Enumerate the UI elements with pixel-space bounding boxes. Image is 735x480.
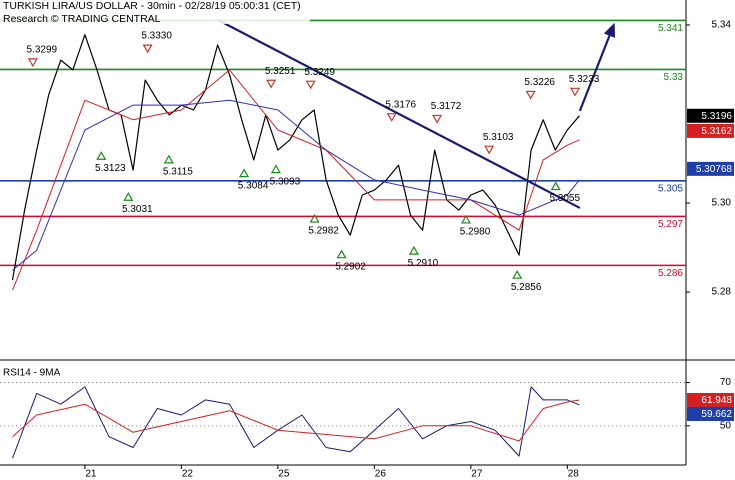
x-tick-label: 25 bbox=[278, 469, 290, 480]
chart-title: TURKISH LIRA/US DOLLAR - 30min - 02/28/1… bbox=[3, 0, 301, 12]
peak-marker bbox=[432, 114, 443, 124]
price-tag-label: 5.3162 bbox=[701, 126, 732, 137]
header-bg bbox=[0, 0, 310, 24]
series-line bbox=[11, 34, 580, 281]
trough-marker bbox=[270, 164, 281, 174]
price-tag-label: 59.662 bbox=[701, 409, 732, 420]
peak-marker bbox=[142, 44, 153, 54]
series-line bbox=[12, 99, 580, 271]
level-label: 5.305 bbox=[658, 183, 683, 194]
trough-marker bbox=[460, 214, 472, 224]
trough-label: 5.3031 bbox=[122, 204, 153, 215]
y-tick-label: 5.28 bbox=[712, 287, 732, 298]
price-tag bbox=[687, 406, 734, 421]
x-tick-label: 27 bbox=[471, 469, 483, 480]
arrow-shaft bbox=[578, 35, 611, 112]
price-tag-label: 5.3196 bbox=[701, 111, 732, 122]
peak-marker bbox=[27, 58, 38, 68]
peak-label: 5.3176 bbox=[385, 99, 416, 110]
trendline bbox=[217, 19, 581, 209]
trough-label: 5.3115 bbox=[163, 166, 193, 177]
peak-marker bbox=[484, 145, 495, 155]
trough-marker bbox=[512, 269, 523, 279]
level-label: 5.341 bbox=[658, 23, 683, 34]
price-tag-label: 5.30768 bbox=[696, 164, 733, 175]
trough-marker bbox=[336, 249, 347, 259]
y-tick-label: 5.30 bbox=[712, 198, 732, 209]
peak-marker bbox=[570, 87, 581, 97]
x-tick-label: 26 bbox=[375, 469, 387, 480]
trough-label: 5.2856 bbox=[511, 282, 542, 293]
trough-label: 5.3084 bbox=[238, 180, 269, 191]
x-tick-label: 28 bbox=[568, 469, 580, 480]
trough-marker bbox=[163, 154, 174, 164]
panel-title: RSI14 - 9MA bbox=[3, 368, 61, 379]
trough-marker bbox=[239, 168, 250, 178]
price-tag bbox=[687, 161, 734, 176]
level-label: 5.33 bbox=[664, 72, 684, 83]
trough-label: 5.2910 bbox=[408, 258, 439, 269]
series-group bbox=[11, 34, 580, 291]
plot-layer: 5.34 5.30 5.28 5.341 5.33 5.305 5.297 5.286 5.32… bbox=[0, 19, 734, 480]
peak-marker bbox=[386, 113, 397, 122]
price-tag bbox=[687, 123, 734, 138]
trough-marker bbox=[550, 181, 561, 191]
series-line bbox=[12, 386, 580, 459]
peak-marker bbox=[266, 79, 277, 89]
price-tag bbox=[687, 392, 734, 407]
price-tag-label: 61.948 bbox=[701, 395, 732, 406]
arrow-head bbox=[603, 22, 616, 38]
peak-label: 5.3103 bbox=[483, 132, 514, 143]
peak-label: 5.3233 bbox=[569, 74, 600, 85]
level-label: 5.286 bbox=[658, 268, 683, 279]
y-tick-label: 5.34 bbox=[712, 20, 732, 31]
peak-label: 5.3299 bbox=[27, 45, 58, 56]
trough-label: 5.3123 bbox=[95, 163, 126, 174]
trough-marker bbox=[408, 245, 419, 255]
y-tick-label: 70 bbox=[720, 377, 732, 388]
series-group bbox=[12, 386, 580, 459]
peak-label: 5.3249 bbox=[304, 67, 335, 78]
trough-label: 5.2902 bbox=[335, 261, 366, 272]
level-label: 5.297 bbox=[658, 219, 683, 230]
trough-label: 5.3055 bbox=[549, 193, 580, 204]
x-tick-label: 22 bbox=[182, 469, 194, 480]
trough-marker bbox=[123, 192, 134, 201]
price-tag bbox=[687, 108, 734, 123]
peak-label: 5.3330 bbox=[141, 31, 172, 42]
trough-marker bbox=[309, 213, 320, 223]
peak-marker bbox=[305, 80, 316, 90]
trough-label: 5.2982 bbox=[308, 226, 339, 237]
peak-label: 5.3251 bbox=[265, 66, 296, 77]
x-tick-label: 21 bbox=[85, 469, 97, 480]
trough-marker bbox=[96, 151, 107, 160]
peak-label: 5.3172 bbox=[431, 101, 462, 112]
series-line bbox=[12, 399, 580, 442]
trough-label: 5.2980 bbox=[460, 227, 491, 238]
source: Research © TRADING CENTRAL bbox=[3, 13, 161, 25]
peak-marker bbox=[525, 90, 536, 100]
trough-label: 5.3093 bbox=[270, 176, 301, 187]
y-tick-label: 50 bbox=[720, 420, 732, 431]
peak-label: 5.3226 bbox=[524, 77, 555, 88]
